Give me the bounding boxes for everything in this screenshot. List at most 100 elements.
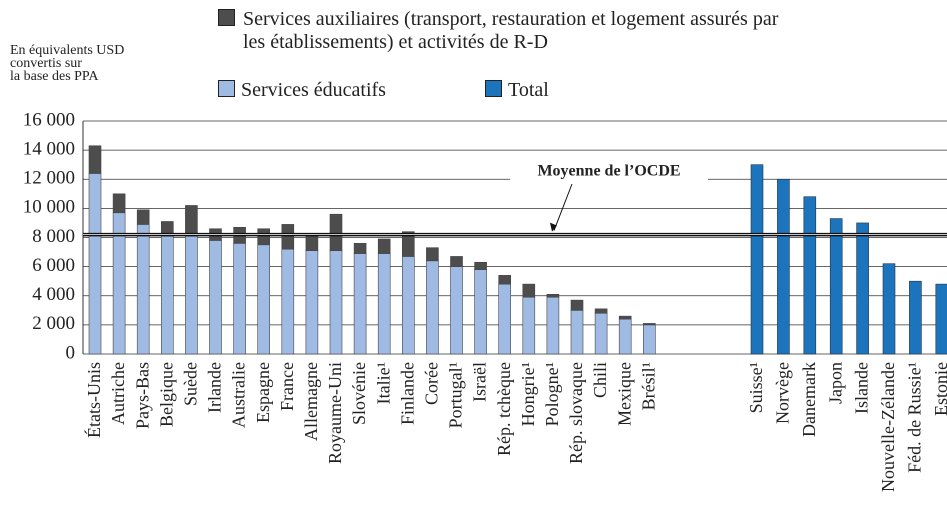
bar-segment <box>498 275 512 285</box>
bar <box>935 283 947 355</box>
bar <box>750 164 764 355</box>
bar-segment <box>161 235 174 355</box>
x-tick-label: Rép. tchèque <box>494 362 514 456</box>
bar-segment <box>498 283 512 355</box>
x-tick-label: Rép. slovaque <box>566 362 586 464</box>
x-tick-label: Espagne <box>253 362 273 423</box>
legend-item <box>218 8 241 31</box>
x-tick-label: Pays-Bas <box>132 362 152 429</box>
bar-segment <box>88 145 102 174</box>
bar-segment <box>257 244 271 355</box>
x-tick-label: Slovénie <box>349 362 369 425</box>
x-tick-label: Chili <box>590 362 610 398</box>
x-tick-label: Brésil¹ <box>638 362 658 410</box>
legend-item: Total <box>485 79 549 102</box>
legend-item: Services éducatifs <box>218 79 386 102</box>
x-tick-label: États-Unis <box>83 362 104 438</box>
x-tick-label: Mexique <box>614 362 634 426</box>
y-tick-label: 6 000 <box>32 255 75 276</box>
y-tick-label: 16 000 <box>23 109 75 130</box>
bar-segment <box>594 308 608 314</box>
y-tick-label: 8 000 <box>32 226 75 247</box>
legend-label: Services éducatifs <box>241 79 386 101</box>
x-tick-label: Corée <box>422 362 442 405</box>
bar-segment <box>136 224 150 355</box>
bar-segment <box>281 248 295 355</box>
bar-segment <box>281 224 295 250</box>
bar-segment <box>353 243 367 254</box>
bar-segment <box>377 253 391 355</box>
bar <box>882 263 896 355</box>
y-axis-label-line: En équivalents USD <box>10 43 125 58</box>
y-tick-label: 10 000 <box>23 197 75 218</box>
annotation: Moyenne de l’OCDE <box>537 163 680 180</box>
legend-swatch <box>218 80 235 97</box>
x-tick-label: Danemark <box>799 362 819 437</box>
x-tick-label: Nouvelle-Zélande <box>878 362 898 492</box>
bar-segment <box>353 253 367 355</box>
x-tick-label: Belgique <box>156 362 176 427</box>
bar-segment <box>401 256 415 355</box>
bar <box>803 196 817 355</box>
legend-label: Total <box>508 79 549 101</box>
bar <box>777 178 790 355</box>
x-tick-label: Autriche <box>108 362 128 425</box>
x-tick-label: Italie¹ <box>373 362 393 404</box>
legend-swatch <box>218 9 235 26</box>
bar-segment <box>618 318 632 355</box>
bar-segment <box>546 293 560 298</box>
bar-segment <box>522 296 536 355</box>
x-tick-label: Israël <box>470 362 490 402</box>
bar <box>909 280 922 355</box>
x-tick-label: Royaume-Uni <box>325 362 345 464</box>
arrow-head <box>550 222 557 232</box>
bar-segment <box>426 247 439 262</box>
bar-segment <box>594 312 608 355</box>
bar-segment <box>450 266 463 355</box>
bar-segment <box>257 228 271 246</box>
bar-segment <box>136 209 150 225</box>
y-axis-label-line: convertis sur <box>10 56 82 71</box>
x-tick-label: Féd. de Russie¹ <box>905 362 925 473</box>
y-tick-label: 12 000 <box>23 168 75 189</box>
y-tick-label: 14 000 <box>23 138 75 159</box>
bar-segment <box>570 310 584 355</box>
bar-segment <box>185 235 198 355</box>
bar-segment <box>642 323 656 326</box>
bar-segment <box>305 234 319 251</box>
legend-swatch <box>485 80 502 97</box>
x-tick-label: Pologne¹ <box>542 362 562 426</box>
x-tick-label: Suède <box>181 362 201 406</box>
x-tick-label: Islande <box>852 362 872 414</box>
bar <box>829 218 843 355</box>
bar-segment <box>329 213 343 251</box>
x-tick-label: Finlande <box>397 362 417 425</box>
y-axis-label: En équivalents USD convertis sur la base… <box>10 43 125 84</box>
bar-segment <box>522 283 536 298</box>
bar-segment <box>642 324 656 355</box>
x-tick-label: Norvège <box>773 362 793 424</box>
bar-segment <box>618 315 632 320</box>
bar-segment <box>88 173 102 355</box>
bar-segment <box>185 205 198 237</box>
x-tick-label: Irlande <box>205 362 225 413</box>
annotation-bg <box>510 160 708 184</box>
y-tick-label: 4 000 <box>32 284 75 305</box>
bar-segment <box>329 250 343 355</box>
bar-segment <box>377 238 391 254</box>
x-tick-label: Estonie <box>931 362 947 416</box>
x-tick-label: Portugal¹ <box>446 362 466 428</box>
x-tick-label: France <box>277 362 297 411</box>
x-tick-label: Allemagne <box>301 362 321 441</box>
y-tick-label: 2 000 <box>32 313 75 334</box>
x-tick-label: Hongrie¹ <box>518 362 538 426</box>
bar-segment <box>546 296 560 355</box>
bar-segment <box>450 256 463 267</box>
x-tick-label: Japon <box>825 362 845 404</box>
bar-segment <box>401 231 415 257</box>
y-tick-label: 0 <box>66 342 76 363</box>
legend-label: Services auxiliaires (transport, restaur… <box>243 8 779 53</box>
y-axis-label-line: la base des PPA <box>10 69 99 84</box>
bar-segment <box>474 269 487 355</box>
